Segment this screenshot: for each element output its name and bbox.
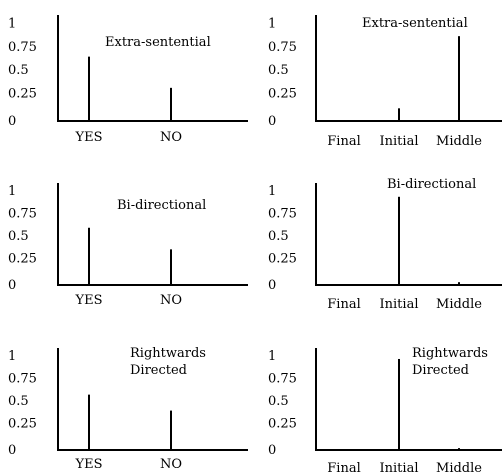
x-tick-label: Middle — [436, 297, 482, 312]
y-tick-label: 1 — [8, 349, 16, 364]
y-tick-label: 1 — [268, 349, 276, 364]
x-tick-label: YES — [75, 130, 103, 145]
y-tick-label: 0 — [8, 278, 16, 293]
y-tick-label: 0.5 — [8, 229, 29, 244]
x-tick-label: YES — [75, 457, 103, 472]
x-tick-label: Initial — [380, 461, 419, 475]
x-tick-label: Final — [327, 461, 360, 475]
chart-panel-2: 1 0.75 0.5 0.25 0 Final Initial Middle Extra-sen… — [268, 15, 502, 149]
chart-panel-6: 1 0.75 0.5 0.25 0 Final Initial Middle Rightward… — [268, 346, 502, 475]
chart-title: Extra-sentential — [362, 16, 468, 31]
chart-title: Rightwards — [130, 346, 206, 361]
y-tick-label: 0.5 — [268, 63, 289, 78]
y-tick-label: 0.25 — [8, 86, 37, 101]
y-tick-label: 0.75 — [8, 372, 37, 387]
x-tick-label: Middle — [436, 134, 482, 149]
y-tick-label: 0.75 — [268, 207, 297, 222]
y-tick-label: 0.5 — [8, 63, 29, 78]
x-tick-label: YES — [75, 293, 103, 308]
y-tick-label: 1 — [268, 16, 276, 31]
y-tick-label: 0.75 — [268, 40, 297, 55]
y-tick-label: 0.25 — [8, 251, 37, 266]
y-tick-label: 0 — [8, 114, 16, 129]
y-tick-label: 1 — [268, 184, 276, 199]
chart-title: Directed — [412, 363, 469, 378]
y-tick-label: 0.25 — [268, 251, 297, 266]
x-tick-label: NO — [160, 457, 182, 472]
x-tick-label: Initial — [380, 297, 419, 312]
chart-title: Bi-directional — [387, 177, 476, 192]
y-tick-label: 0.75 — [8, 207, 37, 222]
chart-title: Directed — [130, 363, 187, 378]
y-tick-label: 0.75 — [8, 40, 37, 55]
chart-panel-3: 1 0.75 0.5 0.25 0 YES NO Bi-directional — [8, 183, 248, 308]
y-tick-label: 0 — [268, 443, 276, 458]
y-tick-label: 0.25 — [268, 416, 297, 431]
y-tick-label: 0 — [268, 278, 276, 293]
x-tick-label: NO — [160, 293, 182, 308]
y-tick-label: 0.75 — [268, 372, 297, 387]
x-tick-label: Final — [327, 297, 360, 312]
y-tick-label: 0.25 — [268, 86, 297, 101]
chart-panel-1: 1 0.75 0.5 0.25 0 YES NO Extra-sentential — [8, 15, 248, 145]
chart-panel-5: 1 0.75 0.5 0.25 0 YES NO Rightwards Directed — [8, 346, 248, 472]
y-tick-label: 0.25 — [8, 416, 37, 431]
y-tick-label: 0.5 — [8, 394, 29, 409]
y-tick-label: 0 — [268, 114, 276, 129]
y-tick-label: 1 — [8, 16, 16, 31]
x-tick-label: NO — [160, 130, 182, 145]
x-tick-label: Final — [327, 134, 360, 149]
x-tick-label: Initial — [380, 134, 419, 149]
y-tick-label: 1 — [8, 184, 16, 199]
y-tick-label: 0 — [8, 443, 16, 458]
y-tick-label: 0.5 — [268, 394, 289, 409]
chart-title: Rightwards — [412, 346, 488, 361]
x-tick-label: Middle — [436, 461, 482, 475]
y-tick-label: 0.5 — [268, 229, 289, 244]
chart-panel-4: 1 0.75 0.5 0.25 0 Final Initial Middle Bi-direct… — [268, 177, 502, 312]
chart-title: Extra-sentential — [105, 35, 211, 50]
chart-title: Bi-directional — [117, 198, 206, 213]
